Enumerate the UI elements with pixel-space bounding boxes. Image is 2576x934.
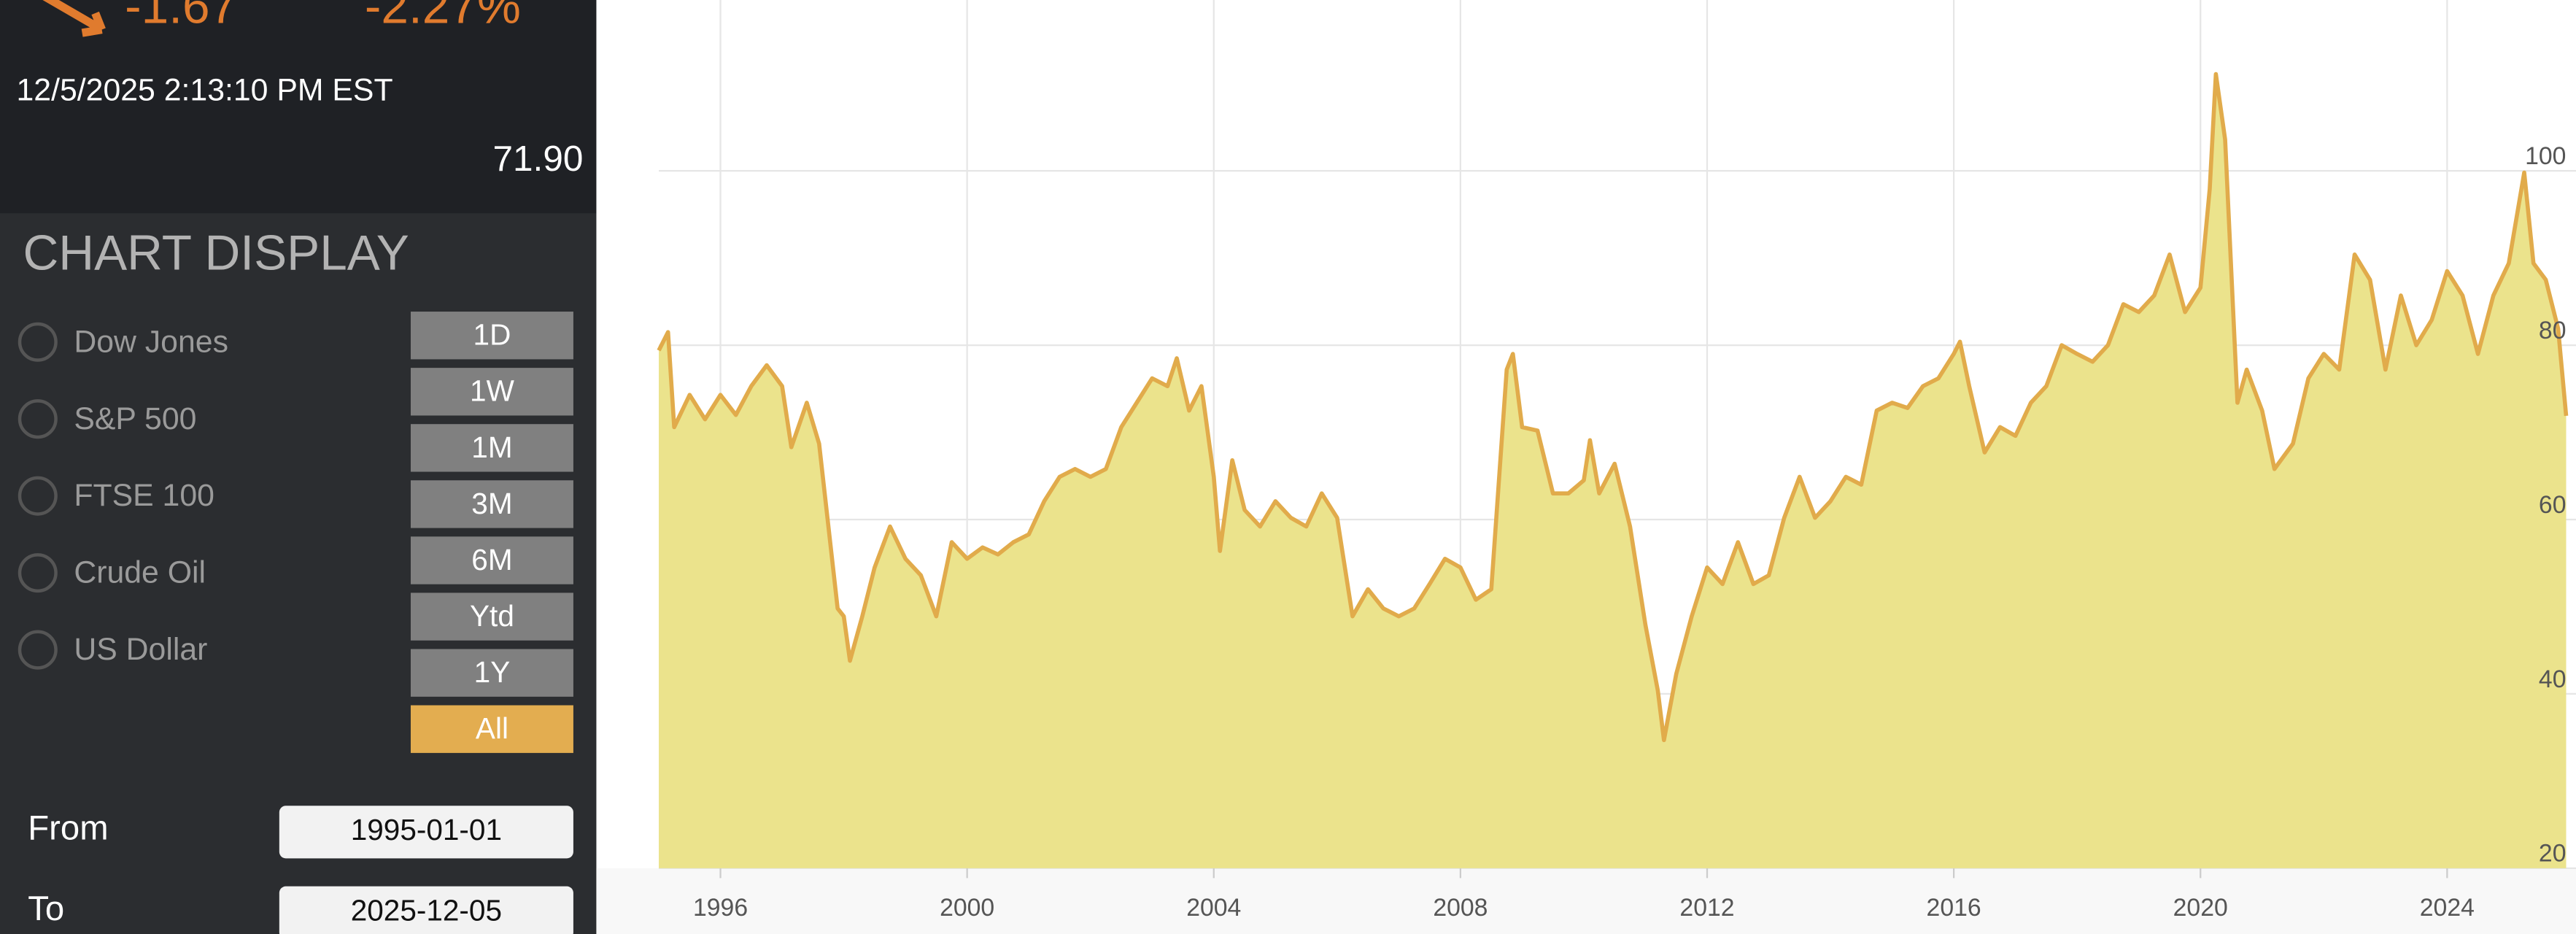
down-arrow-icon: [42, 0, 106, 37]
range-label: 6M: [471, 543, 512, 576]
radio[interactable]: [18, 322, 58, 362]
range-label: Ytd: [470, 599, 514, 633]
y-tick-label: 80: [2539, 317, 2567, 344]
to-value: 2025-12-05: [351, 893, 502, 927]
x-axis-band: [596, 868, 2576, 934]
radio[interactable]: [18, 553, 58, 593]
price: 71.90: [492, 138, 583, 179]
range-label: 3M: [471, 487, 512, 520]
range-button[interactable]: [410, 705, 573, 753]
radio[interactable]: [18, 630, 58, 670]
range-label: 1W: [470, 374, 515, 408]
to-label: To: [28, 889, 64, 928]
radio[interactable]: [18, 476, 58, 516]
section-title: CHART DISPLAY: [23, 225, 409, 280]
change: -1.67: [125, 0, 237, 34]
range-button[interactable]: [410, 480, 573, 528]
x-tick-label: 2000: [940, 894, 994, 922]
from-label: From: [28, 809, 108, 848]
range-button[interactable]: [410, 424, 573, 472]
range-label: All: [476, 711, 508, 745]
from-value: 1995-01-01: [351, 813, 502, 846]
x-tick-label: 2008: [1433, 894, 1488, 922]
x-tick-label: 2024: [2420, 894, 2475, 922]
from-input[interactable]: [279, 806, 573, 859]
y-tick-label: 60: [2539, 491, 2567, 519]
x-tick-label: 2012: [1679, 894, 1734, 922]
y-tick-label: 20: [2539, 840, 2567, 868]
x-tick-label: 2016: [1927, 894, 1981, 922]
overlay-label: US Dollar: [74, 632, 207, 667]
range-button[interactable]: [410, 536, 573, 584]
overlay-label: FTSE 100: [74, 478, 214, 513]
line: [657, 72, 2569, 743]
y-tick-label: 40: [2539, 665, 2567, 693]
x-tick-label: 2020: [2173, 894, 2228, 922]
range-label: 1D: [473, 318, 511, 352]
overlay-label: S&P 500: [74, 401, 196, 436]
to-input[interactable]: [279, 886, 573, 934]
change-percent: -2.27%: [365, 0, 521, 34]
x-tick-label: 1996: [693, 894, 748, 922]
range-button[interactable]: [410, 368, 573, 416]
timestamp: 12/5/2025 2:13:10 PM EST: [17, 73, 393, 108]
range-button[interactable]: [410, 593, 573, 641]
x-tick-label: 2004: [1186, 894, 1241, 922]
quote-panel: [0, 0, 597, 214]
radio[interactable]: [18, 399, 58, 439]
y-tick-label: 100: [2525, 142, 2566, 170]
range-button[interactable]: [410, 649, 573, 697]
overlay-label: Dow Jones: [74, 324, 228, 359]
range-button[interactable]: [410, 312, 573, 360]
range-label: 1M: [471, 431, 512, 464]
range-label: 1Y: [474, 655, 511, 689]
overlay-label: Crude Oil: [74, 555, 206, 590]
